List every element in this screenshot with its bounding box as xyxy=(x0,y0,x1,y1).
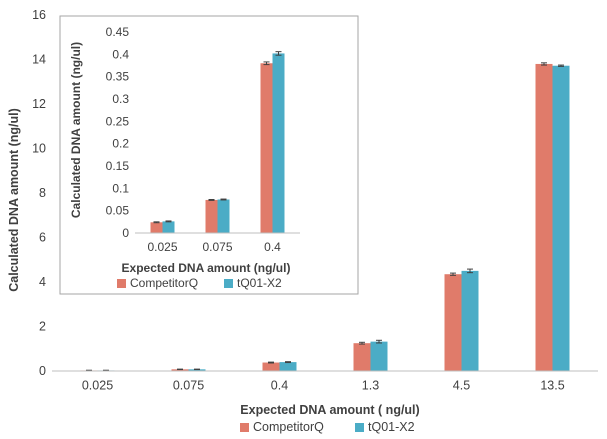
inset-legend-label: tQ01-X2 xyxy=(237,276,282,290)
main-x-tick-label: 1.3 xyxy=(362,379,379,393)
inset-x-tick-label: 0.025 xyxy=(147,240,177,254)
inset-error-bar xyxy=(209,200,215,201)
inset-y-tick-label: 0.45 xyxy=(106,25,130,39)
inset-y-tick-label: 0.2 xyxy=(112,137,129,151)
main-bar-series2 xyxy=(280,362,297,371)
main-error-bar xyxy=(558,65,564,66)
main-y-tick-label: 14 xyxy=(32,53,46,67)
inset-bar-series1 xyxy=(151,222,163,233)
main-y-tick-label: 0 xyxy=(39,364,46,378)
main-bar-series2 xyxy=(371,342,388,371)
inset-y-tick-label: 0.3 xyxy=(112,92,129,106)
inset-legend-swatch xyxy=(117,279,126,288)
main-bar-series1 xyxy=(263,363,280,371)
inset-chart: 0 0.05 0.1 0.15 0.2 0.25 0.3 0.35 0.4 0.45 0.025 0… xyxy=(60,16,358,294)
main-x-tick-label: 13.5 xyxy=(540,379,564,393)
inset-bar-series2 xyxy=(218,200,230,234)
main-x-ticks: 0.025 0.075 0.4 1.3 4.5 13.5 xyxy=(82,379,565,393)
inset-bar-series2 xyxy=(163,221,175,233)
inset-error-bar xyxy=(154,222,160,223)
main-bar-series2 xyxy=(462,271,479,371)
main-legend-swatch xyxy=(355,423,364,432)
inset-y-tick-label: 0.1 xyxy=(112,181,129,195)
main-x-tick-label: 4.5 xyxy=(453,379,470,393)
main-y-ticks: 0 2 4 6 8 10 12 14 16 xyxy=(32,8,46,378)
main-bar-series2 xyxy=(553,66,570,371)
inset-legend-swatch xyxy=(224,279,233,288)
main-legend-swatch xyxy=(240,423,249,432)
main-y-tick-label: 10 xyxy=(32,142,46,156)
inset-x-tick-label: 0.4 xyxy=(264,240,281,254)
main-x-tick-label: 0.4 xyxy=(271,379,288,393)
main-y-tick-label: 12 xyxy=(32,97,46,111)
main-bar-series1 xyxy=(536,64,553,371)
main-error-bar xyxy=(285,362,291,363)
main-y-tick-label: 8 xyxy=(39,186,46,200)
inset-bar-series1 xyxy=(206,200,218,233)
main-x-tick-label: 0.025 xyxy=(82,379,113,393)
main-legend: CompetitorQ tQ01-X2 xyxy=(240,420,415,434)
inset-y-tick-label: 0.15 xyxy=(106,159,130,173)
inset-y-tick-label: 0.05 xyxy=(106,204,130,218)
main-y-tick-label: 4 xyxy=(39,275,46,289)
inset-error-bar xyxy=(166,221,172,222)
inset-bar-series2 xyxy=(273,53,285,233)
main-y-tick-label: 2 xyxy=(39,320,46,334)
main-x-tick-label: 0.075 xyxy=(173,379,204,393)
main-bar-series1 xyxy=(445,274,462,371)
inset-legend-label: CompetitorQ xyxy=(130,276,198,290)
inset-y-tick-label: 0.4 xyxy=(112,47,129,61)
inset-x-tick-label: 0.075 xyxy=(202,240,232,254)
inset-error-bar xyxy=(221,199,227,200)
main-bar-series1 xyxy=(354,343,371,371)
inset-bar-series1 xyxy=(261,63,273,233)
main-legend-label: tQ01-X2 xyxy=(368,420,415,434)
main-x-axis-label: Expected DNA amount ( ng/ul) xyxy=(240,403,419,417)
main-legend-label: CompetitorQ xyxy=(253,420,324,434)
inset-x-axis-label: Expected DNA amount (ng/ul) xyxy=(122,261,291,275)
inset-y-tick-label: 0.35 xyxy=(106,70,130,84)
inset-y-tick-label: 0.25 xyxy=(106,114,130,128)
inset-y-tick-label: 0 xyxy=(122,226,129,240)
main-y-tick-label: 6 xyxy=(39,231,46,245)
main-y-axis-label: Calculated DNA amount (ng/ul) xyxy=(7,108,21,292)
main-y-tick-label: 16 xyxy=(32,8,46,22)
inset-y-axis-label: Calculated DNA amount (ng/ul) xyxy=(69,42,83,218)
main-error-bar xyxy=(268,362,274,363)
